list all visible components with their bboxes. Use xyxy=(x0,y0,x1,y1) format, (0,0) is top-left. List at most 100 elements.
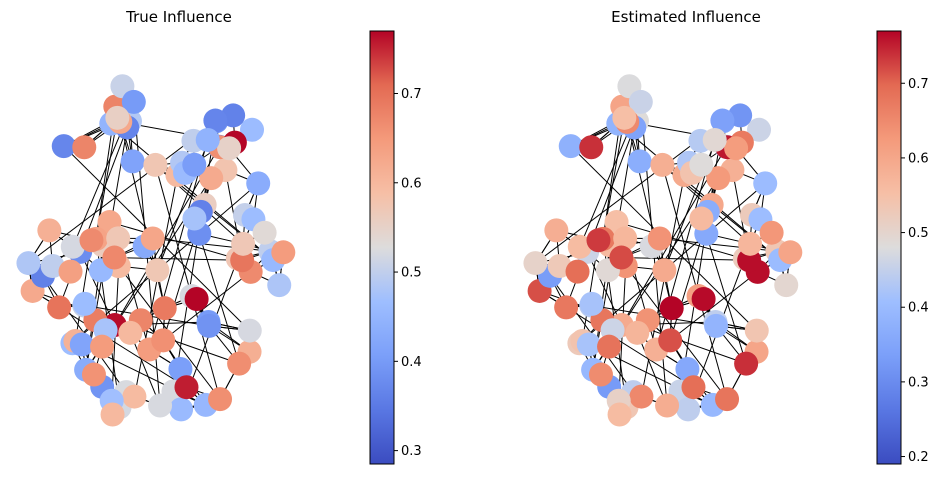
network-node xyxy=(738,231,763,256)
network-node xyxy=(625,320,650,345)
network-node xyxy=(195,127,220,152)
colorbar-tick-label: 0.3 xyxy=(908,375,929,390)
network-node xyxy=(558,134,583,159)
network-node xyxy=(102,245,127,270)
colorbar-tick-label: 0.2 xyxy=(908,450,929,465)
network-edge xyxy=(565,306,694,388)
network-node xyxy=(37,218,62,243)
panel-title: Estimated Influence xyxy=(611,8,761,26)
colorbar-tick-label: 0.5 xyxy=(908,226,929,241)
network-node xyxy=(613,226,638,251)
network-node xyxy=(169,397,194,422)
network-node xyxy=(118,320,143,345)
colorbar-gradient xyxy=(369,30,395,465)
network-node xyxy=(689,206,714,231)
network-node xyxy=(588,362,613,387)
network-node xyxy=(627,149,652,174)
network-node xyxy=(710,108,735,133)
network-node xyxy=(237,318,262,343)
network-node xyxy=(576,332,601,357)
network-node xyxy=(145,258,170,283)
network-node xyxy=(217,136,242,161)
network-node xyxy=(252,220,277,245)
network-node xyxy=(759,220,784,245)
network-node xyxy=(120,149,145,174)
network-node xyxy=(168,357,193,382)
network-node xyxy=(744,318,769,343)
network-nodes xyxy=(16,74,296,427)
network-node xyxy=(609,245,634,270)
network-node xyxy=(607,402,632,427)
network-edge xyxy=(636,332,668,406)
colorbar-tick-label: 0.5 xyxy=(401,266,422,281)
network-edge xyxy=(616,221,750,261)
network-node xyxy=(734,351,759,376)
network-node xyxy=(523,251,548,276)
network-node xyxy=(628,89,653,114)
colorbar-ticks: 0.2 0.3 0.4 0.5 0.6 0.7 xyxy=(901,77,929,465)
network-node xyxy=(715,387,740,412)
network-node xyxy=(16,251,41,276)
network-node xyxy=(90,334,115,359)
network-node xyxy=(203,108,228,133)
network-node xyxy=(655,393,680,418)
network-node xyxy=(69,332,94,357)
network-edge xyxy=(172,121,217,392)
network-node xyxy=(778,240,803,265)
network-node xyxy=(208,387,233,412)
network-edge xyxy=(154,164,221,400)
network-node xyxy=(246,171,271,196)
network-node xyxy=(565,259,590,284)
panel-true-influence: True Influence 0.3 0.4 0.5 0.6 0.7 xyxy=(16,8,422,465)
network-node xyxy=(647,226,672,251)
panel-estimated-influence: Estimated Influence 0.2 0.3 0.4 0.5 0.6 0.7 xyxy=(523,8,929,465)
network-node xyxy=(105,105,130,130)
network-node xyxy=(567,234,592,259)
network-node xyxy=(152,296,177,321)
network-node xyxy=(231,231,256,256)
network-node xyxy=(182,206,207,231)
network-node xyxy=(706,166,731,191)
network-node xyxy=(81,362,106,387)
network-node xyxy=(597,334,622,359)
network-node xyxy=(199,166,224,191)
colorbar-tick-label: 0.4 xyxy=(401,355,422,370)
network-node xyxy=(72,291,97,316)
network-node xyxy=(197,313,222,338)
network-node xyxy=(100,402,125,427)
network-node xyxy=(51,134,76,159)
network-node xyxy=(47,295,72,320)
network-node xyxy=(151,328,176,353)
network-node xyxy=(724,136,749,161)
network-edge xyxy=(679,121,724,392)
network-node xyxy=(658,328,683,353)
network-node xyxy=(182,152,207,177)
colorbar-ticks: 0.3 0.4 0.5 0.6 0.7 xyxy=(394,87,422,459)
network-node xyxy=(267,273,292,298)
network-node xyxy=(702,127,727,152)
network-node xyxy=(121,89,146,114)
network-node xyxy=(579,291,604,316)
network-edge xyxy=(114,257,243,261)
network-node xyxy=(681,375,706,400)
network-edge xyxy=(661,164,728,400)
network-node xyxy=(676,397,701,422)
colorbar: 0.2 0.3 0.4 0.5 0.6 0.7 xyxy=(876,30,929,465)
network-node xyxy=(174,375,199,400)
network-node xyxy=(704,313,729,338)
network-edge xyxy=(621,257,750,261)
network-node xyxy=(79,228,104,253)
colorbar: 0.3 0.4 0.5 0.6 0.7 xyxy=(369,30,422,465)
network-node xyxy=(689,152,714,177)
network-node xyxy=(184,286,209,311)
network-node xyxy=(579,135,604,160)
network-node xyxy=(747,117,772,142)
network-node xyxy=(60,234,85,259)
network-node xyxy=(58,259,83,284)
network-node xyxy=(72,135,97,160)
network-edge xyxy=(669,271,758,341)
network-node xyxy=(143,152,168,177)
network-node xyxy=(544,218,569,243)
network-node xyxy=(227,351,252,376)
